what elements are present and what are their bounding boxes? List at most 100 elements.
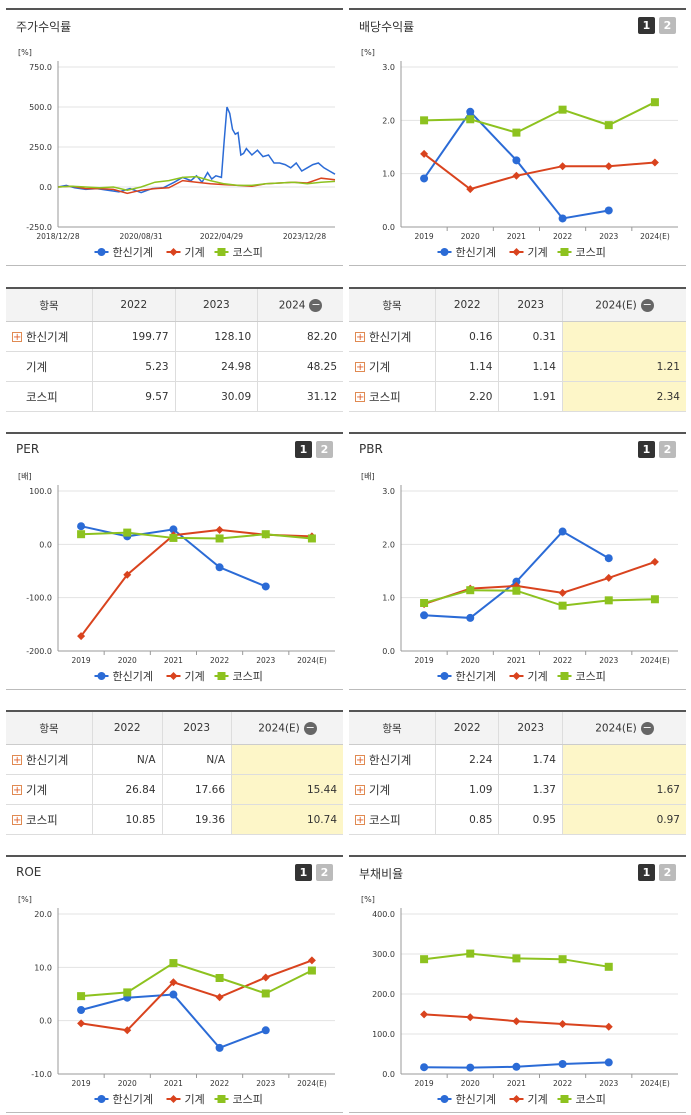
view-2-button[interactable]: 2 <box>659 441 676 458</box>
view-1-button[interactable]: 1 <box>638 864 655 881</box>
data-point-square-marker <box>215 534 224 543</box>
x-tick-label: 2019 <box>72 656 91 665</box>
expand-icon[interactable]: + <box>355 392 365 403</box>
data-point-diamond-marker <box>558 162 567 171</box>
legend-item: 코스피 <box>557 1093 606 1106</box>
legend-label: 코스피 <box>233 1093 263 1106</box>
data-point-circle-marker <box>558 1060 567 1068</box>
y-tick-label: 2.0 <box>382 540 395 549</box>
legend-diamond-marker <box>169 672 178 680</box>
collapse-icon[interactable]: − <box>309 297 323 312</box>
x-tick-label: 2023 <box>599 656 618 665</box>
value-cell: 0.95 <box>498 804 563 835</box>
table-row: 기계 5.23 24.98 48.25 <box>6 351 343 382</box>
data-point-diamond-marker <box>650 158 659 167</box>
y-tick-label: 0.0 <box>382 223 395 232</box>
x-tick-label: 2022 <box>553 656 572 665</box>
data-point-diamond-marker <box>558 588 567 597</box>
x-tick-label: 2023 <box>256 656 275 665</box>
data-point-square-marker <box>558 955 567 964</box>
y-tick-label: -250.0 <box>26 223 52 232</box>
row-label: 코스피 <box>369 389 401 404</box>
x-tick-label: 2021 <box>164 1079 183 1088</box>
data-point-circle-marker <box>420 1063 429 1072</box>
row-label-cell[interactable]: + 기계 <box>349 351 436 382</box>
legend-label: 기계 <box>185 1093 205 1106</box>
view-2-button[interactable]: 2 <box>659 864 676 881</box>
data-point-square-marker <box>512 954 521 963</box>
row-label-cell[interactable]: + 기계 <box>349 774 436 805</box>
value-cell: 1.09 <box>434 774 499 805</box>
x-tick-label: 2021 <box>507 656 526 665</box>
unit-label: [배] <box>18 472 32 481</box>
row-label-cell[interactable]: + 한신기계 <box>349 744 436 775</box>
series-line <box>80 959 313 1032</box>
data-point-square-marker <box>169 533 178 542</box>
view-1-button[interactable]: 1 <box>295 441 312 458</box>
data-point-circle-marker <box>420 174 429 183</box>
data-point-diamond-marker <box>604 573 613 582</box>
x-tick-label: 2020 <box>461 1079 480 1088</box>
header-label: 2022 <box>120 299 148 311</box>
data-point-diamond-marker <box>558 1020 567 1028</box>
row-label: 한신기계 <box>369 752 412 767</box>
expand-icon[interactable]: + <box>355 755 365 766</box>
x-tick-label: 2020 <box>118 1079 137 1088</box>
row-label-cell[interactable]: + 코스피 <box>349 804 436 835</box>
legend-item: 코스피 <box>214 1093 263 1106</box>
expand-icon[interactable]: + <box>355 785 365 796</box>
expand-icon[interactable]: + <box>12 815 22 826</box>
row-label-cell[interactable]: + 한신기계 <box>6 744 93 775</box>
row-label-cell[interactable]: + 코스피 <box>349 381 436 412</box>
expand-icon[interactable]: + <box>12 785 22 796</box>
row-label-cell[interactable]: + 한신기계 <box>349 321 436 352</box>
row-label-cell[interactable]: + 코스피 <box>6 804 93 835</box>
header-label: 2024(E) <box>595 299 637 311</box>
expand-icon[interactable]: + <box>355 332 365 343</box>
x-tick-label: 2023/12/28 <box>283 232 326 241</box>
x-tick-label: 2023 <box>599 232 618 241</box>
table-row: + 기계 1.14 1.14 1.21 <box>349 351 686 382</box>
y-tick-label: 300.0 <box>372 950 395 959</box>
view-2-button[interactable]: 2 <box>659 17 676 34</box>
expand-icon[interactable]: + <box>355 815 365 826</box>
value-cell: 15.44 <box>231 774 343 805</box>
expand-icon[interactable]: + <box>12 332 22 343</box>
value-cell: 10.85 <box>92 804 162 835</box>
expand-icon[interactable]: + <box>12 755 22 766</box>
legend-square-marker <box>217 1095 226 1103</box>
y-tick-label: 1.0 <box>382 594 395 603</box>
x-tick-label: 2023 <box>256 1079 275 1088</box>
value-cell: 48.25 <box>257 351 343 382</box>
y-tick-label: -10.0 <box>31 1070 52 1079</box>
legend-label: 코스피 <box>576 246 606 259</box>
row-label-cell[interactable]: + 한신기계 <box>6 321 93 352</box>
view-2-button[interactable]: 2 <box>316 864 333 881</box>
panel-title: PER <box>16 442 40 456</box>
row-label-cell[interactable]: + 기계 <box>6 774 93 805</box>
view-2-button[interactable]: 2 <box>316 441 333 458</box>
value-cell: 19.36 <box>161 804 232 835</box>
view-1-button[interactable]: 1 <box>638 17 655 34</box>
view-1-button[interactable]: 1 <box>295 864 312 881</box>
collapse-icon[interactable]: − <box>640 297 654 312</box>
value-cell: 17.66 <box>161 774 232 805</box>
header-label: 2022 <box>453 299 481 311</box>
x-tick-label: 2024(E) <box>297 656 327 665</box>
collapse-icon[interactable]: − <box>640 720 654 735</box>
data-point-circle-marker <box>169 990 178 999</box>
expand-icon[interactable]: + <box>355 362 365 373</box>
header-label: 2023 <box>517 722 545 734</box>
data-point-square-marker <box>466 586 475 595</box>
value-cell: 1.14 <box>434 351 499 382</box>
legend-label: 코스피 <box>233 670 263 683</box>
view-1-button[interactable]: 1 <box>638 441 655 458</box>
data-point-diamond-marker <box>604 162 613 171</box>
panel-title: ROE <box>16 865 42 879</box>
collapse-icon[interactable]: − <box>303 720 317 735</box>
y-tick-label: 0.0 <box>382 647 395 656</box>
data-point-diamond-marker <box>123 1026 132 1035</box>
legend-item: 한신기계 <box>437 1093 496 1106</box>
data-point-square-marker <box>558 601 567 610</box>
